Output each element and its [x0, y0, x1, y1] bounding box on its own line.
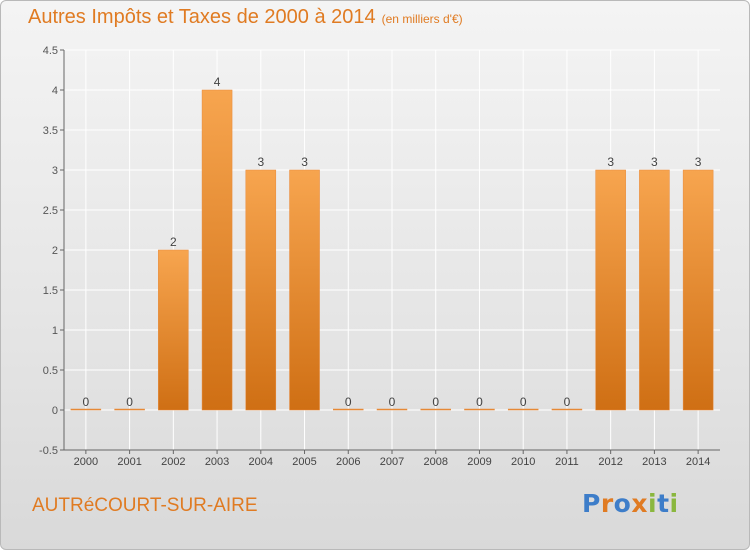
logo-letter: i: [648, 489, 658, 518]
logo-letter: i: [669, 489, 679, 518]
x-tick-label: 2010: [511, 456, 535, 468]
y-tick-label: -0.5: [39, 445, 58, 457]
x-tick-label: 2003: [205, 456, 229, 468]
x-tick-label: 2006: [336, 456, 360, 468]
bar: [682, 169, 714, 411]
chart-title-text: Autres Impôts et Taxes de 2000 à 2014: [28, 6, 376, 28]
chart-unit: (en milliers d'€): [381, 12, 463, 26]
y-tick-label: 0.5: [43, 365, 58, 377]
y-tick-label: 1.5: [43, 285, 58, 297]
commune-name: AUTRéCOURT-SUR-AIRE: [32, 495, 258, 516]
bar: [114, 408, 145, 411]
data-label: 4: [214, 75, 221, 89]
bar: [245, 169, 277, 411]
y-tick-label: 1: [52, 325, 58, 337]
x-tick-label: 2008: [423, 456, 447, 468]
data-label: 3: [607, 155, 614, 169]
bar: [464, 408, 495, 411]
y-tick-label: 2: [52, 245, 58, 257]
logo-letter: r: [600, 489, 614, 518]
bar: [333, 408, 364, 411]
bar: [158, 249, 189, 411]
logo-letter: t: [657, 489, 670, 518]
bar: [376, 408, 408, 411]
bar: [639, 169, 670, 411]
bar: [507, 408, 539, 411]
y-tick-label: 3.5: [43, 125, 58, 137]
x-tick-label: 2013: [642, 456, 666, 468]
data-label: 0: [126, 395, 133, 409]
data-label: 0: [520, 395, 527, 409]
data-label: 3: [257, 155, 264, 169]
x-tick-label: 2004: [249, 456, 273, 468]
x-tick-label: 2007: [380, 456, 404, 468]
logo-letter: o: [613, 489, 632, 518]
bar: [70, 408, 102, 411]
data-label: 0: [345, 395, 352, 409]
x-tick-label: 2009: [467, 456, 491, 468]
data-label: 3: [695, 155, 702, 169]
logo-letter: P: [582, 489, 601, 518]
x-tick-label: 2012: [598, 456, 622, 468]
chart-title: Autres Impôts et Taxes de 2000 à 2014 (en…: [28, 6, 463, 29]
x-tick-label: 2011: [555, 456, 579, 468]
logo-letter: x: [631, 489, 648, 518]
data-label: 0: [432, 395, 439, 409]
y-tick-label: 3: [52, 165, 58, 177]
x-tick-label: 2001: [117, 456, 141, 468]
bar: [420, 408, 451, 411]
bar: [289, 169, 320, 411]
y-tick-label: 4: [52, 85, 58, 97]
bar: [201, 89, 233, 411]
bar: [551, 408, 583, 411]
x-tick-label: 2000: [74, 456, 98, 468]
data-label: 0: [476, 395, 483, 409]
data-label: 3: [651, 155, 658, 169]
data-label: 3: [301, 155, 308, 169]
y-tick-label: 0: [52, 405, 58, 417]
y-tick-label: 4.5: [43, 45, 58, 57]
data-label: 2: [170, 235, 177, 249]
data-label: 0: [389, 395, 396, 409]
y-tick-label: 2.5: [43, 205, 58, 217]
x-tick-label: 2014: [686, 456, 710, 468]
x-tick-label: 2002: [161, 456, 185, 468]
data-label: 0: [564, 395, 571, 409]
bar: [595, 169, 626, 411]
x-tick-label: 2005: [292, 456, 316, 468]
proxiti-logo[interactable]: Proxiti: [582, 489, 679, 518]
data-label: 0: [83, 395, 90, 409]
